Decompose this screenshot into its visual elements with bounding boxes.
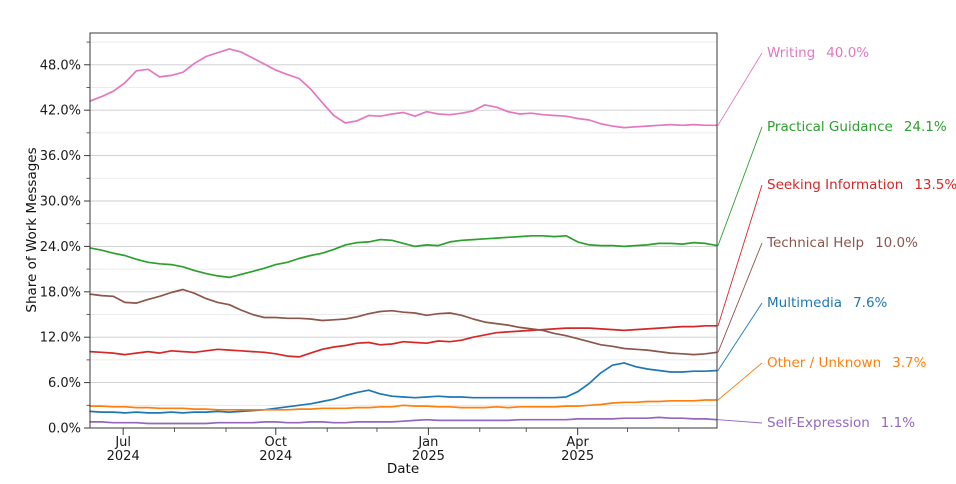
x-tick-label-month: Apr <box>566 435 589 450</box>
y-tick-label: 42.0% <box>40 104 81 119</box>
y-tick-label: 18.0% <box>40 285 81 300</box>
leader-line <box>717 362 763 401</box>
series-end-value: 1.1% <box>880 415 916 431</box>
series-end-value: 13.5% <box>914 177 956 193</box>
y-tick-label: 6.0% <box>48 376 81 391</box>
series-line-technical-help <box>89 288 718 356</box>
x-tick-label-month: Jul <box>114 435 131 450</box>
series-line-writing <box>89 48 718 129</box>
series-label-technical-help: Technical Help 10.0% <box>767 234 918 252</box>
leader-line <box>717 126 763 246</box>
series-label-multimedia: Multimedia 7.6% <box>767 294 887 312</box>
series-label-writing: Writing 40.0% <box>767 44 869 62</box>
series-line-multimedia <box>89 362 718 414</box>
series-label-practical-guidance: Practical Guidance 24.1% <box>767 118 947 136</box>
series-name: Multimedia <box>767 295 843 311</box>
series-name: Technical Help <box>767 235 865 251</box>
x-tick-label-year: 2024 <box>107 449 140 464</box>
series-label-seeking-information: Seeking Information 13.5% <box>767 176 956 194</box>
leader-line <box>717 242 763 353</box>
series-name: Seeking Information <box>767 177 904 193</box>
series-line-self-expression <box>89 416 718 425</box>
y-tick-label: 24.0% <box>40 240 81 255</box>
x-tick-label-month: Oct <box>265 435 287 450</box>
y-tick-label: 48.0% <box>40 58 81 73</box>
leader-line <box>717 184 763 326</box>
y-tick-label: 0.0% <box>48 422 81 437</box>
series-end-value: 24.1% <box>903 119 947 135</box>
series-line-practical-guidance <box>89 234 718 279</box>
x-tick-label-year: 2025 <box>561 449 594 464</box>
series-end-value: 7.6% <box>853 295 888 311</box>
y-axis-title: Share of Work Messages <box>24 147 40 312</box>
series-label-self-expression: Self-Expression 1.1% <box>767 414 915 432</box>
series-name: Practical Guidance <box>767 119 893 135</box>
x-tick-label-year: 2024 <box>259 449 292 464</box>
y-tick-label: 36.0% <box>40 149 81 164</box>
leader-line <box>717 302 763 371</box>
series-end-value: 10.0% <box>875 235 918 251</box>
leader-line <box>717 52 763 126</box>
series-line-seeking-information <box>89 324 718 358</box>
x-axis-title: Date <box>387 461 419 477</box>
chart-generated-content: 0.0% 6.0% 12.0% 18.0% 24.0% 30.0% 36.0% 42.0% 48… <box>40 32 763 464</box>
series-name: Self-Expression <box>767 415 870 431</box>
series-name: Other / Unknown <box>767 355 882 371</box>
series-end-value: 3.7% <box>892 355 927 371</box>
y-tick-label: 12.0% <box>40 331 81 346</box>
series-line-other-unknown <box>89 399 718 411</box>
plot-border <box>89 32 718 429</box>
series-end-value: 40.0% <box>826 45 870 61</box>
leader-line <box>717 419 763 424</box>
series-name: Writing <box>767 45 816 61</box>
x-tick-label-month: Jan <box>417 435 438 450</box>
y-tick-label: 30.0% <box>40 194 81 209</box>
series-label-other-unknown: Other / Unknown 3.7% <box>767 354 926 372</box>
x-tick-label-year: 2025 <box>412 449 445 464</box>
